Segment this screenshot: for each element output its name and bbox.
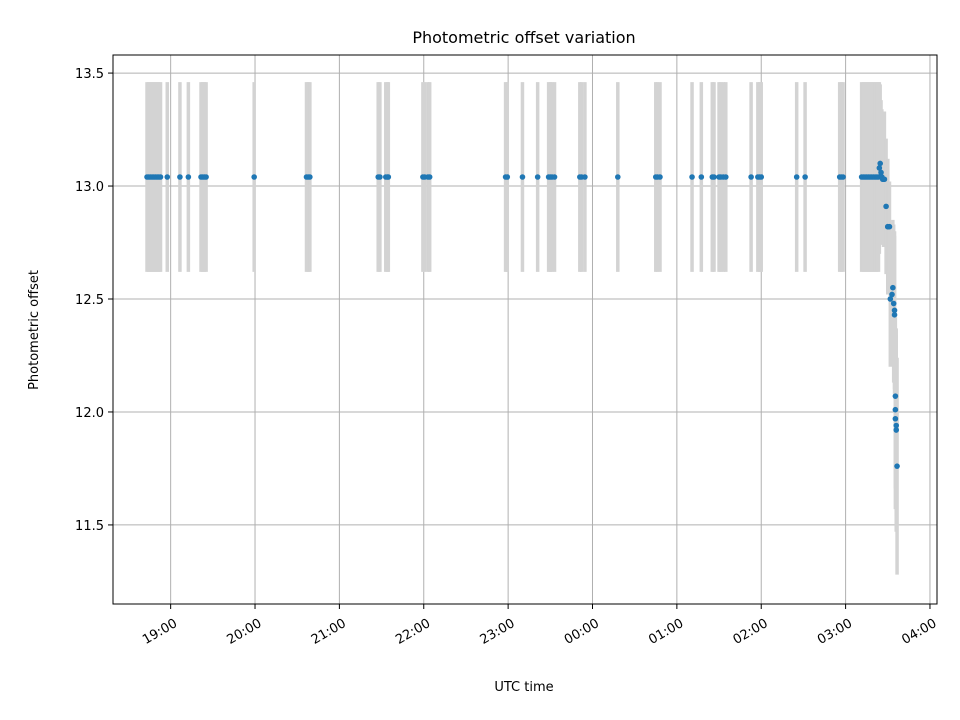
gridlines bbox=[113, 55, 937, 604]
data-point bbox=[876, 165, 883, 171]
data-point bbox=[203, 174, 209, 180]
chart-title: Photometric offset variation bbox=[412, 28, 635, 47]
data-point bbox=[177, 174, 183, 180]
y-axis-label: Photometric offset bbox=[27, 270, 42, 390]
data-point bbox=[534, 174, 541, 180]
data-point bbox=[698, 174, 705, 180]
y-tick-label: 12.5 bbox=[75, 293, 104, 308]
data-point bbox=[657, 174, 663, 180]
data-point bbox=[711, 174, 717, 180]
data-point bbox=[722, 174, 729, 180]
y-tick-label: 13.5 bbox=[75, 67, 104, 82]
data-point bbox=[894, 463, 900, 469]
data-point bbox=[890, 300, 897, 307]
data-point bbox=[185, 174, 192, 180]
data-point bbox=[889, 291, 895, 298]
data-point bbox=[887, 296, 894, 302]
data-point bbox=[157, 174, 164, 180]
data-point bbox=[892, 415, 899, 422]
y-tick-label: 11.5 bbox=[75, 519, 104, 534]
data-point bbox=[615, 174, 621, 180]
data-point bbox=[883, 203, 889, 210]
data-point bbox=[758, 174, 765, 180]
data-point bbox=[890, 284, 896, 291]
data-point bbox=[878, 169, 884, 176]
data-point bbox=[307, 174, 313, 180]
data-point bbox=[748, 174, 754, 180]
data-point bbox=[426, 174, 433, 180]
data-point bbox=[689, 174, 695, 180]
data-point bbox=[892, 393, 899, 399]
data-point bbox=[551, 174, 558, 180]
data-point bbox=[892, 406, 899, 413]
data-point bbox=[886, 223, 893, 230]
y-tick-label: 13.0 bbox=[75, 180, 104, 195]
data-points bbox=[144, 160, 900, 469]
data-point bbox=[251, 174, 257, 180]
data-point bbox=[891, 312, 898, 318]
data-point bbox=[519, 174, 526, 180]
plot-frame bbox=[112, 54, 938, 605]
data-point bbox=[893, 427, 900, 433]
data-point bbox=[840, 174, 846, 180]
x-axis-label: UTC time bbox=[494, 680, 553, 695]
data-point bbox=[164, 174, 171, 180]
data-point bbox=[793, 174, 800, 180]
y-axis-ticks: 11.5 12.0 12.5 13.0 13.5 bbox=[75, 67, 113, 534]
data-point bbox=[802, 174, 808, 180]
data-point bbox=[893, 422, 900, 429]
data-point bbox=[891, 307, 898, 314]
data-point bbox=[582, 174, 588, 180]
data-point bbox=[385, 174, 392, 180]
data-point bbox=[877, 160, 883, 167]
y-tick-label: 12.0 bbox=[75, 406, 104, 421]
data-point bbox=[504, 174, 511, 180]
data-point bbox=[377, 174, 383, 180]
data-point bbox=[881, 176, 888, 183]
